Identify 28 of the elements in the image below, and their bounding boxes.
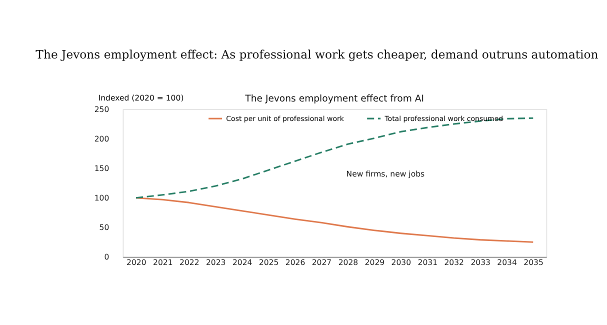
x-tick-label: 2024 [232,258,252,268]
x-tick-label: 2026 [285,258,306,268]
x-tick-label: 2020 [126,258,146,268]
x-tick-label: 2021 [153,258,173,268]
y-tick-label: 250 [94,104,110,114]
x-tick-label: 2033 [470,258,491,268]
y-tick-label: 0 [104,252,110,262]
x-tick-label: 2031 [418,258,438,268]
x-tick-label: 2034 [497,258,517,268]
x-tick-label: 2027 [312,258,332,268]
x-tick-label: 2023 [206,258,226,268]
x-tick-label: 2032 [444,258,464,268]
x-tick-label: 2030 [391,258,412,268]
x-tick-label: 2022 [179,258,200,268]
y-tick-label: 50 [99,223,110,232]
x-tick-label: 2025 [258,258,279,268]
y-axis-title: Indexed (2020 = 100) [98,93,184,102]
x-tick-label: 2029 [364,258,385,268]
chart-subtitle: The Jevons employment effect from AI [244,93,424,104]
x-tick-label: 2035 [524,258,544,268]
chart-title: The Jevons employment effect: As professional work gets cheaper, demand outruns automation [36,48,599,62]
line-series [135,117,534,199]
y-tick-label: 200 [94,134,110,144]
y-tick-label: 150 [94,164,110,174]
x-tick-label: 2028 [338,258,358,268]
y-tick-label: 100 [94,194,110,203]
line-series [135,197,534,243]
annotation: New firms, new jobs [346,170,425,179]
